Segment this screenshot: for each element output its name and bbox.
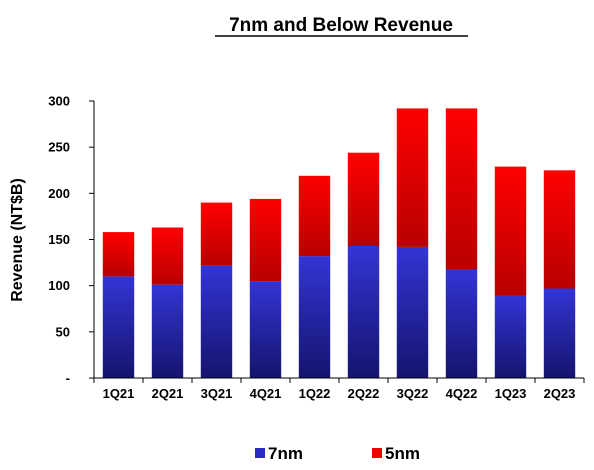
- bar-7nm-3Q21: [200, 265, 233, 378]
- y-tick-label: 100: [48, 278, 70, 293]
- bar-7nm-1Q21: [102, 276, 135, 378]
- x-tick-label: 2Q21: [152, 386, 184, 401]
- y-tick-label: -: [66, 371, 70, 386]
- bar-5nm-2Q22: [347, 152, 380, 246]
- y-axis-label: Revenue (NT$B): [9, 178, 26, 302]
- x-tick-label: 1Q21: [103, 386, 135, 401]
- axes-group: - 50 100 150 200 250 300 1Q21 2Q21 3Q21 4Q21 1Q22 2Q…: [48, 94, 585, 401]
- x-tick-label: 4Q21: [250, 386, 282, 401]
- legend-label-7nm: 7nm: [268, 444, 303, 463]
- legend-swatch-5nm: [372, 448, 382, 458]
- bar-7nm-2Q22: [347, 246, 380, 378]
- x-tick-label: 1Q22: [299, 386, 331, 401]
- bar-7nm-2Q21: [151, 284, 184, 378]
- bar-5nm-3Q22: [396, 108, 429, 247]
- x-tick-label: 3Q22: [397, 386, 429, 401]
- x-tick-label: 3Q21: [201, 386, 233, 401]
- bar-5nm-1Q23: [494, 166, 527, 296]
- bars-group: [102, 108, 576, 378]
- bar-5nm-3Q21: [200, 202, 233, 266]
- bar-5nm-2Q23: [543, 170, 576, 289]
- legend-label-5nm: 5nm: [385, 444, 420, 463]
- bar-7nm-3Q22: [396, 246, 429, 378]
- x-tick-label: 4Q22: [446, 386, 478, 401]
- bar-7nm-4Q22: [445, 269, 478, 378]
- bar-7nm-4Q21: [249, 281, 282, 378]
- bar-7nm-1Q22: [298, 256, 331, 378]
- bar-5nm-1Q22: [298, 175, 331, 257]
- y-tick-label: 200: [48, 186, 70, 201]
- x-tick-label: 1Q23: [495, 386, 527, 401]
- x-tick-label: 2Q23: [544, 386, 576, 401]
- bar-5nm-2Q21: [151, 227, 184, 285]
- y-tick-label: 50: [56, 324, 70, 339]
- x-tick-label: 2Q22: [348, 386, 380, 401]
- bar-5nm-1Q21: [102, 232, 135, 277]
- legend-swatch-7nm: [255, 448, 265, 458]
- y-tick-label: 150: [48, 232, 70, 247]
- bar-7nm-1Q23: [494, 295, 527, 378]
- chart-title: 7nm and Below Revenue: [229, 15, 453, 36]
- legend: 7nm 5nm: [255, 444, 420, 463]
- bar-5nm-4Q22: [445, 108, 478, 270]
- y-tick-label: 250: [48, 140, 70, 155]
- bar-7nm-2Q23: [543, 288, 576, 378]
- y-tick-label: 300: [48, 94, 70, 109]
- bar-5nm-4Q21: [249, 198, 282, 282]
